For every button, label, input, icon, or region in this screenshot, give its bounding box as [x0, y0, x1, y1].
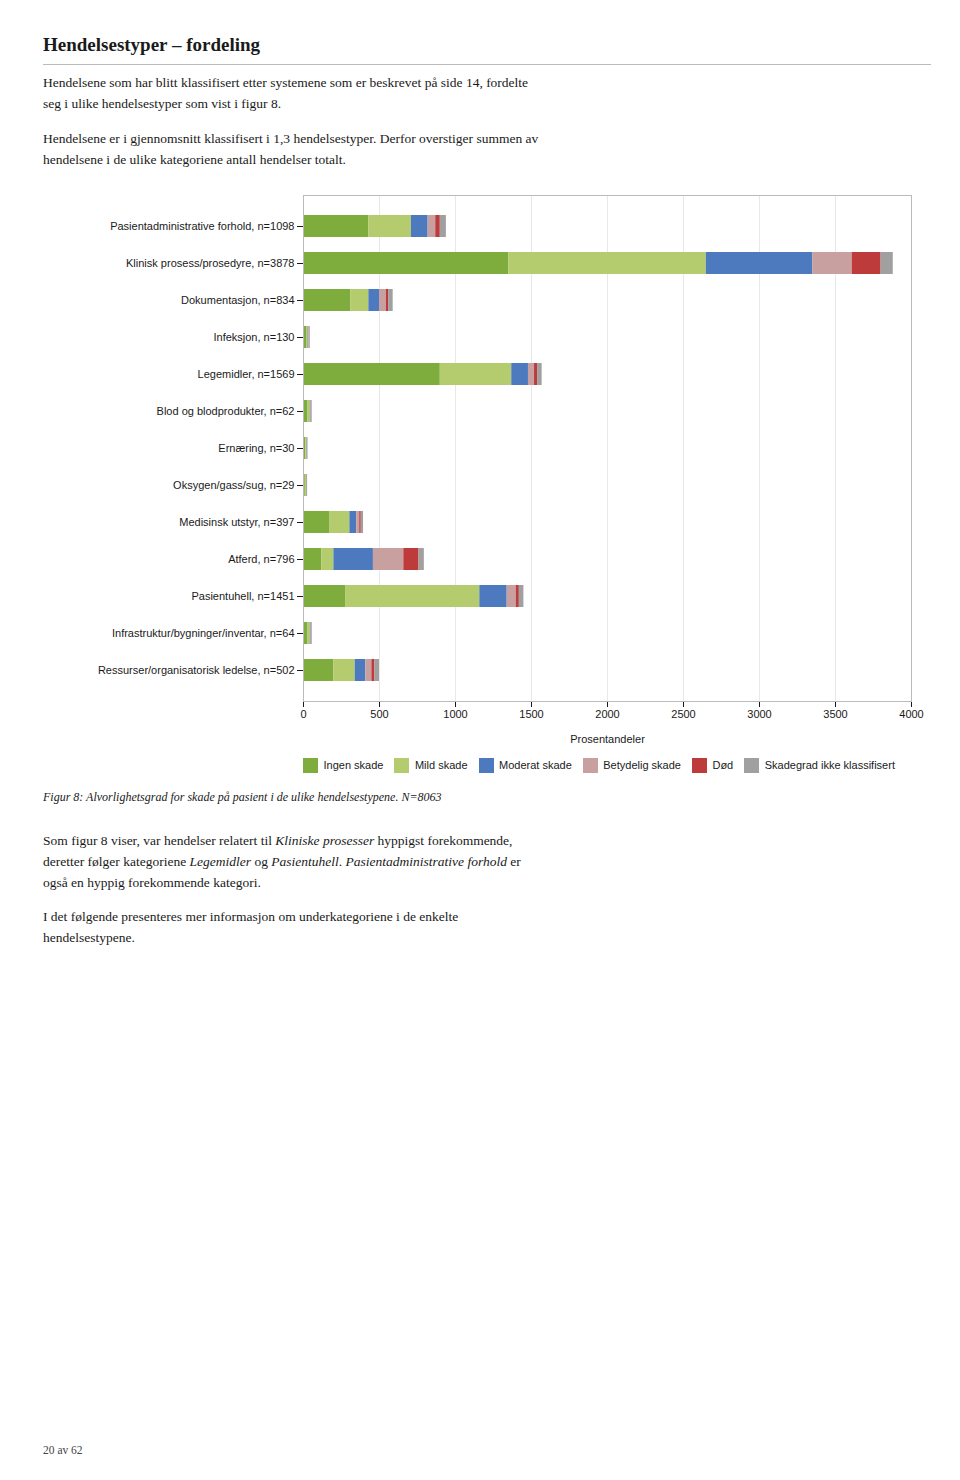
svg-text:Pasientadministrative forhold,: Pasientadministrative forhold, n=1098: [110, 220, 294, 232]
svg-text:Medisinsk utstyr, n=397: Medisinsk utstyr, n=397: [179, 516, 294, 528]
html-text:Moderat skade: Moderat skade: [499, 759, 572, 772]
svg-text:3500: 3500: [823, 708, 847, 720]
html-text:deretter følger kategoriene Le: deretter følger kategoriene Legemidler o…: [43, 853, 521, 869]
svg-text:Legemidler, n=1569: Legemidler, n=1569: [198, 368, 295, 380]
html-text:Som figur 8 viser, var hendels: Som figur 8 viser, var hendelser relater…: [43, 832, 513, 848]
svg-text:Blod og blodprodukter, n=62: Blod og blodprodukter, n=62: [157, 405, 295, 417]
svg-text:Ressurser/organisatorisk ledel: Ressurser/organisatorisk ledelse, n=502: [98, 664, 295, 676]
svg-text:Pasientuhell, n=1451: Pasientuhell, n=1451: [191, 590, 294, 602]
html-text:Hendelsestyper – fordeling: Hendelsestyper – fordeling: [43, 34, 261, 55]
svg-text:Oksygen/gass/sug, n=29: Oksygen/gass/sug, n=29: [173, 479, 294, 491]
html-text:Figur 8: Alvorlighetsgrad for: Figur 8: Alvorlighetsgrad for skade på p…: [43, 789, 442, 804]
svg-text:1500: 1500: [519, 708, 543, 720]
html-text:Mild skade: Mild skade: [414, 759, 468, 772]
svg-text:2000: 2000: [595, 708, 619, 720]
html-text:Ingen skade: Ingen skade: [323, 759, 384, 772]
html-text:hendelsestypene.: hendelsestypene.: [43, 930, 135, 946]
html-text:hendelsene i de ulike kategori: hendelsene i de ulike kategoriene antall…: [43, 151, 346, 167]
html-text:Skadegrad ikke klassifisert: Skadegrad ikke klassifisert: [764, 759, 895, 772]
html-text:Betydelig skade: Betydelig skade: [603, 759, 681, 772]
html-text:20 av 62: 20 av 62: [43, 1444, 83, 1456]
svg-text:Atferd, n=796: Atferd, n=796: [228, 553, 294, 565]
html-text:I det følgende presenteres mer: I det følgende presenteres mer informasj…: [43, 909, 459, 925]
svg-text:Infrastruktur/bygninger/invent: Infrastruktur/bygninger/inventar, n=64: [112, 627, 295, 639]
svg-text:0: 0: [300, 708, 306, 720]
svg-text:Ernæring, n=30: Ernæring, n=30: [218, 442, 294, 454]
html-text:Død: Død: [712, 759, 734, 772]
html-text:Hendelsene er i gjennomsnitt k: Hendelsene er i gjennomsnitt klassifiser…: [43, 130, 539, 146]
svg-text:1000: 1000: [443, 708, 467, 720]
svg-text:2500: 2500: [671, 708, 695, 720]
svg-text:500: 500: [370, 708, 388, 720]
svg-text:Klinisk prosess/prosedyre, n=3: Klinisk prosess/prosedyre, n=3878: [126, 257, 294, 269]
svg-text:Infeksjon, n=130: Infeksjon, n=130: [213, 331, 294, 343]
svg-text:4000: 4000: [899, 708, 923, 720]
svg-text:Prosentandeler: Prosentandeler: [570, 732, 645, 744]
html-text:også en hyppig forekommende ka: også en hyppig forekommende kategori.: [43, 874, 261, 890]
html-text:Hendelsene som har blitt klass: Hendelsene som har blitt klassifisert et…: [43, 75, 529, 90]
svg-text:Dokumentasjon, n=834: Dokumentasjon, n=834: [181, 294, 294, 306]
svg-text:3000: 3000: [747, 708, 771, 720]
html-text:seg i ulike hendelsestyper som: seg i ulike hendelsestyper som vist i fi…: [43, 95, 282, 111]
